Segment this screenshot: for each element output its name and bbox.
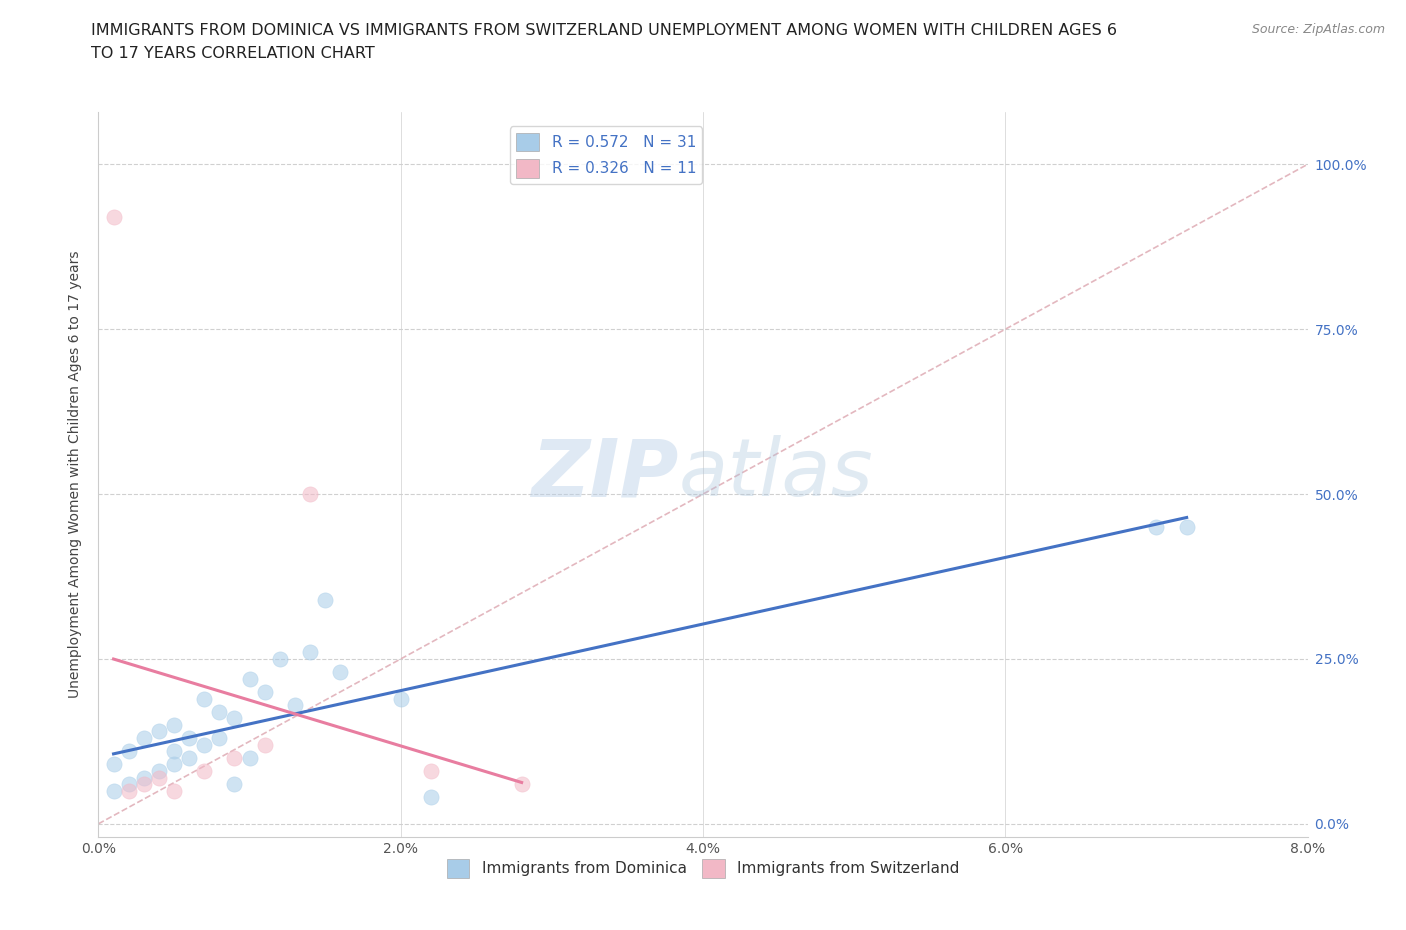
Point: [1146, 520, 1168, 535]
Point: [299, 644, 322, 659]
Point: [103, 757, 125, 772]
Point: [179, 751, 201, 765]
Point: [389, 691, 412, 706]
Point: [420, 790, 443, 804]
Point: [118, 777, 141, 791]
Legend: Immigrants from Dominica, Immigrants from Switzerland: Immigrants from Dominica, Immigrants fro…: [440, 853, 966, 884]
Point: [269, 652, 291, 667]
Point: [163, 783, 186, 798]
Point: [179, 731, 201, 746]
Point: [510, 777, 533, 791]
Point: [163, 757, 186, 772]
Point: [224, 777, 246, 791]
Point: [132, 731, 155, 746]
Point: [284, 698, 307, 712]
Point: [118, 744, 141, 759]
Text: TO 17 YEARS CORRELATION CHART: TO 17 YEARS CORRELATION CHART: [91, 46, 375, 61]
Text: IMMIGRANTS FROM DOMINICA VS IMMIGRANTS FROM SWITZERLAND UNEMPLOYMENT AMONG WOMEN: IMMIGRANTS FROM DOMINICA VS IMMIGRANTS F…: [91, 23, 1118, 38]
Point: [163, 717, 186, 732]
Point: [193, 764, 215, 778]
Point: [148, 770, 170, 785]
Point: [253, 684, 276, 699]
Point: [314, 592, 336, 607]
Point: [239, 671, 262, 686]
Point: [299, 486, 322, 501]
Point: [148, 724, 170, 739]
Point: [1175, 520, 1198, 535]
Point: [208, 704, 231, 719]
Point: [132, 777, 155, 791]
Point: [132, 770, 155, 785]
Point: [239, 751, 262, 765]
Point: [224, 711, 246, 725]
Point: [118, 783, 141, 798]
Point: [163, 744, 186, 759]
Point: [224, 751, 246, 765]
Point: [329, 665, 352, 680]
Point: [420, 764, 443, 778]
Point: [253, 737, 276, 752]
Point: [103, 209, 125, 224]
Text: ZIP: ZIP: [531, 435, 679, 513]
Text: atlas: atlas: [679, 435, 873, 513]
Point: [193, 737, 215, 752]
Point: [193, 691, 215, 706]
Y-axis label: Unemployment Among Women with Children Ages 6 to 17 years: Unemployment Among Women with Children A…: [69, 250, 83, 698]
Text: Source: ZipAtlas.com: Source: ZipAtlas.com: [1251, 23, 1385, 36]
Point: [103, 783, 125, 798]
Point: [148, 764, 170, 778]
Point: [208, 731, 231, 746]
